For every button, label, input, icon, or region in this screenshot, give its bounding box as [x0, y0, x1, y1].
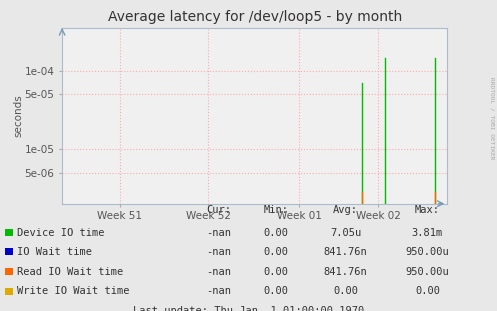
Text: Min:: Min:: [263, 205, 288, 215]
Text: -nan: -nan: [206, 286, 231, 296]
Text: Device IO time: Device IO time: [17, 228, 105, 238]
Text: Last update: Thu Jan  1 01:00:00 1970: Last update: Thu Jan 1 01:00:00 1970: [133, 306, 364, 311]
Text: Read IO Wait time: Read IO Wait time: [17, 267, 124, 277]
Text: Max:: Max:: [415, 205, 440, 215]
Title: Average latency for /dev/loop5 - by month: Average latency for /dev/loop5 - by mont…: [107, 10, 402, 24]
Text: -nan: -nan: [206, 267, 231, 277]
Text: -nan: -nan: [206, 228, 231, 238]
Text: 0.00: 0.00: [263, 247, 288, 257]
Text: Write IO Wait time: Write IO Wait time: [17, 286, 130, 296]
Y-axis label: seconds: seconds: [13, 95, 23, 137]
Text: IO Wait time: IO Wait time: [17, 247, 92, 257]
Text: 841.76n: 841.76n: [324, 267, 367, 277]
Text: Cur:: Cur:: [206, 205, 231, 215]
Text: 0.00: 0.00: [263, 286, 288, 296]
Text: 0.00: 0.00: [263, 228, 288, 238]
Text: 3.81m: 3.81m: [412, 228, 443, 238]
Text: 7.05u: 7.05u: [330, 228, 361, 238]
Text: Avg:: Avg:: [333, 205, 358, 215]
Text: 0.00: 0.00: [415, 286, 440, 296]
Text: 0.00: 0.00: [263, 267, 288, 277]
Text: 841.76n: 841.76n: [324, 247, 367, 257]
Text: RRDTOOL / TOBI OETIKER: RRDTOOL / TOBI OETIKER: [490, 77, 495, 160]
Text: -nan: -nan: [206, 247, 231, 257]
Text: 0.00: 0.00: [333, 286, 358, 296]
Text: 950.00u: 950.00u: [406, 267, 449, 277]
Text: 950.00u: 950.00u: [406, 247, 449, 257]
